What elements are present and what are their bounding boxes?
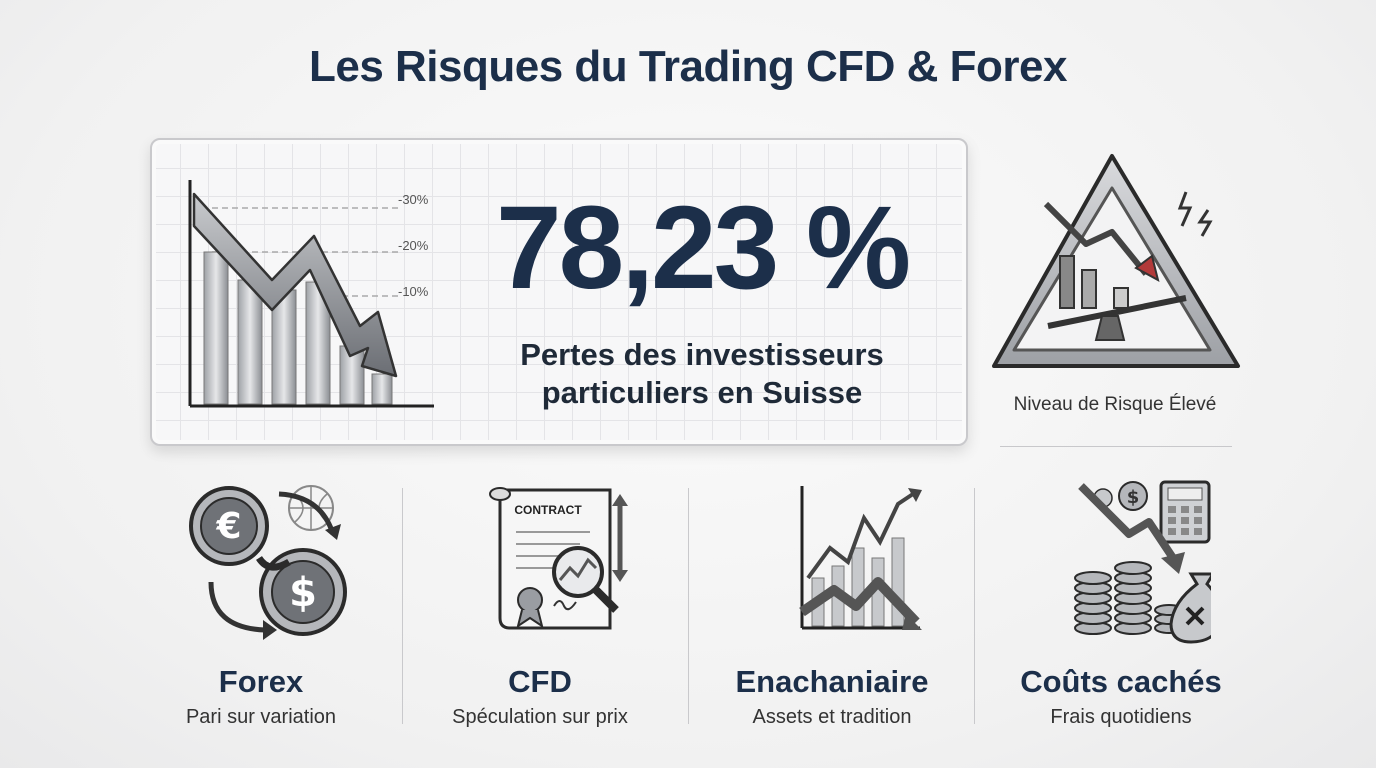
hero-subtitle-line2: particuliers en Suisse <box>541 375 863 410</box>
tick-label: -10% <box>398 284 429 299</box>
hero-card: -30% -20% -10% 78,23 % Pertes des invest… <box>150 138 968 446</box>
category-subtitle: Spéculation sur prix <box>452 706 628 728</box>
divider <box>1000 446 1232 447</box>
category-subtitle: Assets et tradition <box>752 706 912 728</box>
category-enachaniaire: Enachaniaire Assets et tradition <box>697 478 967 728</box>
warning-triangle-icon <box>992 154 1240 368</box>
svg-text:$: $ <box>289 570 317 616</box>
hero-subtitle-line1: Pertes des investisseurs <box>520 337 884 372</box>
volatile-chart-icon <box>799 486 922 630</box>
tick-label: -30% <box>398 192 429 207</box>
category-subtitle: Pari sur variation <box>185 706 337 728</box>
money-fees-icon: $ <box>1074 480 1211 644</box>
page-title: Les Risques du Trading CFD & Forex <box>308 42 1068 91</box>
category-cfd: CONTRACT CFD Spéculation sur prix <box>405 478 675 728</box>
declining-chart-icon <box>188 180 434 408</box>
divider <box>402 488 403 724</box>
divider <box>974 488 975 724</box>
category-title: Coûts cachés <box>1020 664 1222 699</box>
divider <box>688 488 689 724</box>
risk-level-label: Niveau de Risque Élevé <box>1013 394 1217 415</box>
svg-text:$: $ <box>1127 487 1140 508</box>
category-subtitle: Frais quotidiens <box>1050 706 1192 728</box>
contract-text: CONTRACT <box>514 503 582 517</box>
category-title: Enachaniaire <box>735 664 929 699</box>
tick-label: -20% <box>398 238 429 253</box>
category-forex: € $ Forex Pari sur variation <box>126 478 396 728</box>
category-title: Forex <box>218 664 304 699</box>
hero-subtitle: Pertes des investisseurs particuliers en… <box>452 336 952 412</box>
category-title: CFD <box>508 664 572 699</box>
contract-icon: CONTRACT <box>489 487 628 630</box>
category-hidden-costs: $ Coûts cachés Frais quotidiens <box>986 478 1256 728</box>
loss-percentage: 78,23 % <box>496 182 911 314</box>
currency-exchange-icon: € $ <box>189 485 347 640</box>
svg-text:€: € <box>215 506 241 547</box>
